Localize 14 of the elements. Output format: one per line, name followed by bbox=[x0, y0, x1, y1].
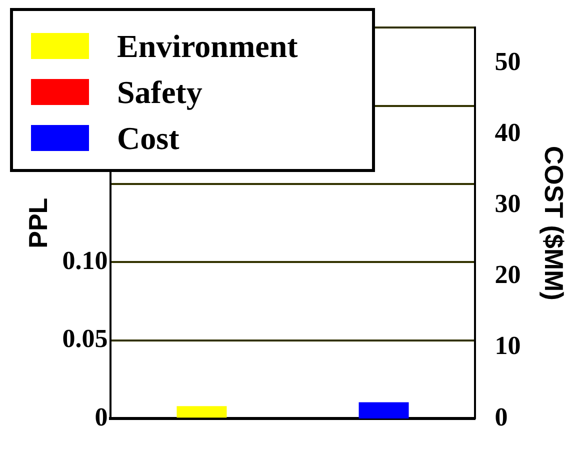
y2-tick-label: 20 bbox=[494, 260, 521, 290]
y2-tick-label: 50 bbox=[494, 46, 521, 76]
legend-label: Environment bbox=[117, 28, 298, 64]
y-tick-label: 0.10 bbox=[62, 246, 108, 275]
y-tick-label: 0.05 bbox=[62, 324, 108, 354]
y-tick-label: 0 bbox=[94, 402, 108, 432]
y2-tick-label: 10 bbox=[494, 331, 521, 360]
legend-label: Cost bbox=[117, 120, 180, 156]
legend-label: Safety bbox=[117, 74, 202, 110]
y2-tick-label: 30 bbox=[494, 189, 521, 218]
y2-axis-title: COST ($MM) bbox=[539, 146, 570, 300]
y2-tick-label: 40 bbox=[494, 118, 521, 147]
y2-tick-label: 0 bbox=[494, 402, 508, 432]
y-axis-title: PPL bbox=[22, 198, 53, 248]
